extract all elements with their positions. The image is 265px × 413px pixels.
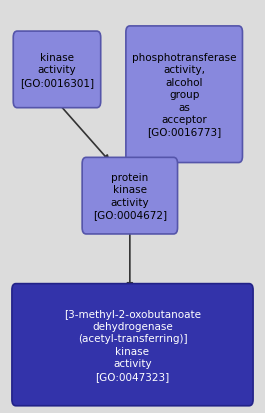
Text: kinase
activity
[GO:0016301]: kinase activity [GO:0016301] — [20, 53, 94, 88]
FancyBboxPatch shape — [82, 158, 178, 235]
Text: protein
kinase
activity
[GO:0004672]: protein kinase activity [GO:0004672] — [93, 173, 167, 220]
FancyBboxPatch shape — [12, 284, 253, 406]
FancyBboxPatch shape — [13, 32, 101, 109]
FancyBboxPatch shape — [126, 27, 242, 163]
Text: phosphotransferase
activity,
alcohol
group
as
acceptor
[GO:0016773]: phosphotransferase activity, alcohol gro… — [132, 53, 236, 137]
Text: [3-methyl-2-oxobutanoate
dehydrogenase
(acetyl-transferring)]
kinase
activity
[G: [3-methyl-2-oxobutanoate dehydrogenase (… — [64, 309, 201, 381]
